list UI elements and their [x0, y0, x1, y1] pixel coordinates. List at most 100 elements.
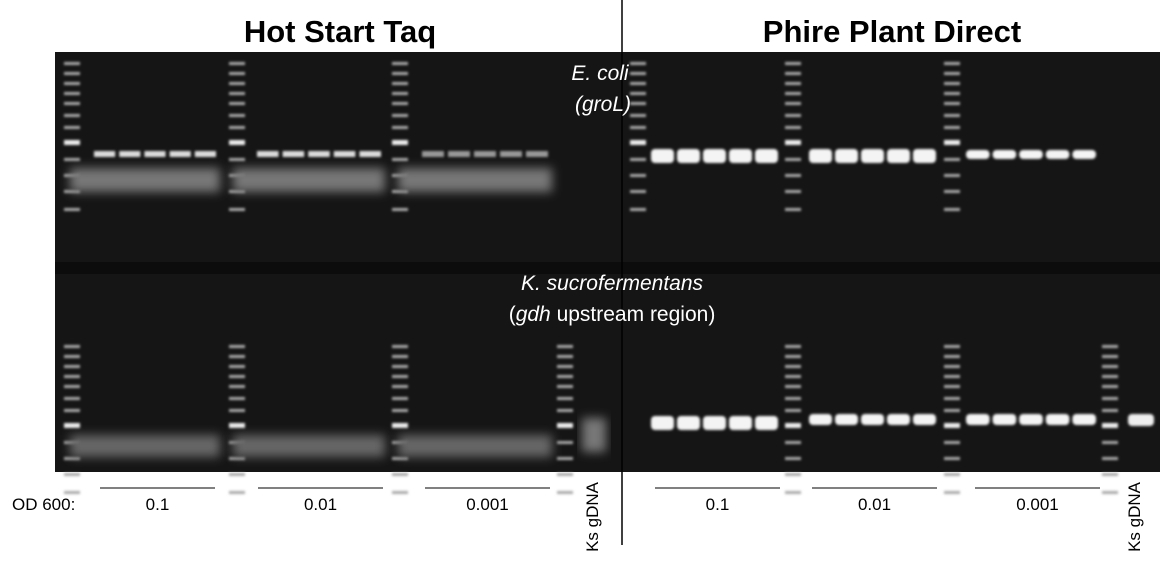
smear — [70, 435, 220, 457]
ladder-band — [944, 174, 960, 177]
lane-label: Ks gDNA — [583, 481, 602, 552]
lane-label: 0.001 — [1016, 495, 1059, 514]
ladder-band — [557, 345, 573, 348]
band — [651, 149, 674, 163]
band — [677, 149, 700, 163]
ladder-band — [392, 208, 408, 211]
band — [966, 150, 990, 159]
band — [913, 414, 936, 425]
ladder-band — [944, 82, 960, 85]
ladder-band — [944, 409, 960, 412]
ladder-band — [630, 158, 646, 161]
ladder-band — [557, 409, 573, 412]
ladder-band — [785, 82, 801, 85]
ladder-band — [392, 114, 408, 117]
ladder-band — [785, 72, 801, 75]
lane-label: 0.001 — [466, 495, 509, 514]
smear — [398, 168, 552, 192]
band — [94, 151, 116, 157]
band — [1072, 150, 1096, 159]
ladder-band — [64, 473, 80, 476]
ladder-band — [557, 375, 573, 378]
band — [359, 151, 381, 157]
ladder-band — [229, 457, 245, 460]
ladder-band — [1102, 375, 1118, 378]
gel-lanes — [64, 62, 1154, 494]
ladder-band — [785, 92, 801, 95]
ladder-band — [64, 208, 80, 211]
ladder-band — [557, 423, 573, 428]
ladder-band — [785, 397, 801, 400]
ladder-band — [785, 365, 801, 368]
gene-part: upstream region) — [551, 303, 716, 326]
ladder-band — [785, 385, 801, 388]
ladder-band — [64, 397, 80, 400]
ladder-band — [392, 409, 408, 412]
ladder-band — [785, 355, 801, 358]
ladder-band — [64, 409, 80, 412]
ladder-band — [1102, 355, 1118, 358]
ladder-band — [785, 102, 801, 105]
ladder-band — [557, 397, 573, 400]
ladder-band — [557, 355, 573, 358]
ladder-band — [630, 126, 646, 129]
ladder-band — [1102, 441, 1118, 444]
band — [835, 149, 858, 163]
ladder-band — [392, 491, 408, 494]
band — [1019, 414, 1043, 425]
ladder-band — [785, 208, 801, 211]
band — [333, 151, 356, 157]
ladder-band — [944, 355, 960, 358]
ladder-band — [229, 355, 245, 358]
ladder-band — [630, 82, 646, 85]
band — [448, 151, 470, 157]
band — [703, 416, 726, 430]
ladder-band — [229, 158, 245, 161]
ladder-band — [229, 375, 245, 378]
ladder-band — [630, 208, 646, 211]
ladder-band — [944, 375, 960, 378]
ladder-band — [392, 397, 408, 400]
band — [887, 414, 910, 425]
lane-label: 0.01 — [304, 495, 337, 514]
ladder-band — [944, 126, 960, 129]
ladder-band — [944, 140, 960, 145]
top-organism: E. coli — [571, 62, 630, 85]
ladder-band — [944, 397, 960, 400]
ladder-band — [630, 174, 646, 177]
band — [755, 149, 778, 163]
ladder-band — [229, 208, 245, 211]
ladder-band — [229, 397, 245, 400]
ladder-band — [392, 102, 408, 105]
band — [526, 151, 548, 157]
ladder-band — [229, 140, 245, 145]
band — [282, 151, 305, 157]
ladder-band — [944, 491, 960, 494]
ladder-band — [785, 473, 801, 476]
ladder-band — [64, 365, 80, 368]
ladder-band — [785, 126, 801, 129]
ladder-band — [229, 491, 245, 494]
ladder-band — [944, 208, 960, 211]
ladder-band — [392, 423, 408, 428]
gel-seam — [55, 262, 1160, 274]
ladder-band — [392, 140, 408, 145]
band — [257, 151, 279, 157]
band — [835, 414, 858, 425]
ladder-band — [785, 345, 801, 348]
od-label: OD 600: — [12, 495, 75, 514]
ladder-band — [64, 457, 80, 460]
band — [1045, 150, 1070, 159]
ladder-band — [229, 72, 245, 75]
ladder-band — [392, 158, 408, 161]
ladder-band — [944, 457, 960, 460]
gene-part: ( — [509, 303, 516, 326]
ladder-band — [630, 140, 646, 145]
ladder-band — [229, 102, 245, 105]
lane-label: 0.1 — [146, 495, 170, 514]
band — [677, 416, 700, 430]
lane-labels: 0.1 0.01 0.001 Ks gDNA 0.1 0.01 0.001 Ks gDNA — [100, 481, 1144, 552]
ladder-band — [229, 473, 245, 476]
ladder-band — [1102, 409, 1118, 412]
